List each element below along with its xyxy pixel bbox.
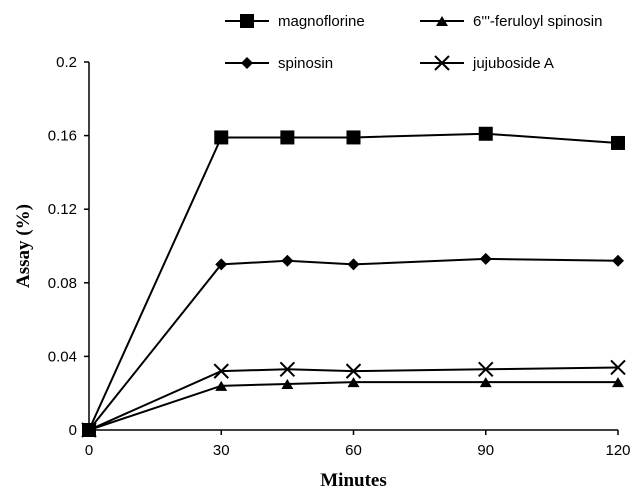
series-3-point: [479, 252, 492, 265]
series-4-point: [279, 361, 296, 377]
legend-item: 6'''-feruloyl spinosin: [420, 13, 603, 30]
y-tick-label: 0.08: [48, 275, 77, 292]
series-4-point: [213, 363, 229, 379]
y-tick-label: 0.12: [48, 201, 77, 218]
legend-marker: [241, 57, 253, 69]
series-1-point: [280, 130, 295, 145]
plot-area: 0 0.04 0.08 0.12 0.16 0.2 0 30 60 90 120: [48, 54, 631, 459]
y-tick-label: 0: [69, 422, 77, 439]
legend-label: spinosin: [278, 55, 333, 72]
legend-item: jujuboside A: [420, 55, 554, 72]
series-2-point: [215, 380, 228, 391]
series-2-point: [281, 379, 294, 389]
y-axis-title: Assay (%): [13, 204, 34, 288]
series-4-point: [345, 363, 362, 379]
series-2-point: [612, 377, 624, 388]
y-tick-label: 0.16: [48, 128, 77, 145]
x-tick-label: 30: [213, 442, 230, 459]
series-4-point: [610, 359, 626, 376]
series-1-point: [478, 126, 493, 141]
legend-label: jujuboside A: [472, 55, 554, 72]
legend-item: magnoflorine: [225, 13, 365, 30]
series-3-point: [215, 258, 228, 271]
series-4-point: [478, 361, 494, 377]
legend-label: 6'''-feruloyl spinosin: [473, 13, 603, 30]
series-1-point: [611, 135, 625, 150]
legend-item: spinosin: [225, 55, 333, 72]
y-tick-label: 0.2: [56, 54, 77, 71]
legend-marker: [240, 14, 254, 28]
series-1-point: [346, 130, 361, 145]
series-1-point: [214, 130, 229, 145]
series-line-3: [88, 257, 619, 431]
x-axis-title: Minutes: [320, 470, 387, 491]
series-2-point: [347, 377, 360, 388]
legend-marker: [434, 55, 450, 71]
x-tick-label: 60: [345, 442, 362, 459]
series-line-2: [88, 381, 618, 431]
series-2-point: [479, 377, 492, 388]
series-3-point: [281, 254, 294, 267]
series-line-1: [88, 132, 619, 431]
x-tick-label: 120: [605, 442, 630, 459]
series-line-4: [88, 366, 619, 431]
series-3-point: [612, 254, 624, 267]
y-tick-label: 0.04: [48, 348, 77, 365]
x-tick-label: 0: [85, 442, 93, 459]
legend-marker: [436, 16, 448, 26]
x-tick-label: 90: [477, 442, 494, 459]
series-4-point: [81, 422, 97, 438]
series-3-point: [347, 258, 360, 271]
legend: magnoflorine 6'''-feruloyl spinosin spinos…: [225, 13, 603, 72]
legend-label: magnoflorine: [278, 13, 365, 30]
